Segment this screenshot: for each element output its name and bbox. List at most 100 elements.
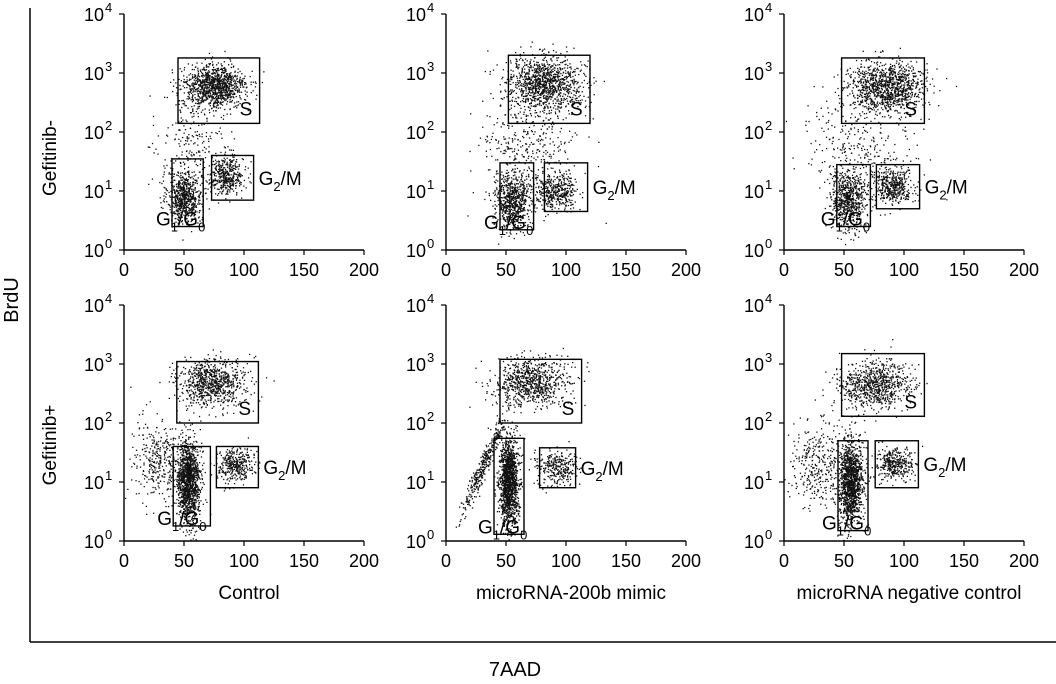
event-dot bbox=[542, 199, 544, 201]
event-dot bbox=[205, 69, 208, 71]
event-dot bbox=[539, 201, 541, 203]
event-dot bbox=[173, 206, 175, 208]
event-dot bbox=[534, 112, 536, 114]
event-dot bbox=[522, 145, 524, 147]
event-dot bbox=[577, 86, 580, 88]
event-dot bbox=[547, 69, 549, 71]
event-dot bbox=[514, 84, 517, 86]
event-dot bbox=[223, 74, 226, 77]
event-dot bbox=[188, 98, 190, 100]
event-dot bbox=[546, 187, 548, 189]
event-dot bbox=[564, 207, 566, 209]
event-dot bbox=[229, 159, 231, 161]
event-dot bbox=[215, 162, 217, 164]
event-dot bbox=[507, 124, 509, 126]
event-dot bbox=[509, 206, 511, 208]
event-dot bbox=[207, 84, 209, 86]
event-dot bbox=[516, 65, 518, 68]
event-dot bbox=[214, 159, 217, 161]
event-dot bbox=[183, 193, 185, 195]
event-dot bbox=[170, 173, 172, 175]
event-dot bbox=[230, 85, 233, 87]
event-dot bbox=[197, 90, 199, 92]
event-dot bbox=[554, 170, 556, 172]
event-dot bbox=[194, 199, 196, 201]
event-dot bbox=[180, 207, 182, 209]
event-dot bbox=[182, 195, 184, 197]
event-dot bbox=[195, 102, 197, 104]
event-dot bbox=[223, 61, 225, 63]
event-dot bbox=[210, 137, 212, 140]
event-dot bbox=[263, 71, 265, 73]
event-dot bbox=[533, 99, 535, 102]
event-dot bbox=[526, 191, 528, 193]
event-dot bbox=[546, 181, 548, 183]
event-dot bbox=[557, 57, 560, 59]
event-dot bbox=[561, 176, 564, 178]
event-dot bbox=[213, 106, 215, 108]
event-dot bbox=[179, 216, 181, 219]
event-dot bbox=[186, 211, 189, 213]
event-dot bbox=[529, 209, 531, 211]
event-dot bbox=[226, 179, 228, 181]
event-dot bbox=[558, 201, 560, 203]
event-dot bbox=[564, 70, 567, 72]
event-dot bbox=[558, 145, 560, 147]
event-dot bbox=[205, 180, 207, 182]
event-dot bbox=[196, 191, 199, 193]
event-dot bbox=[535, 186, 537, 189]
event-dot bbox=[225, 180, 227, 182]
event-dot bbox=[554, 73, 556, 75]
event-dot bbox=[226, 82, 229, 84]
event-dot bbox=[528, 176, 530, 178]
event-dot bbox=[557, 79, 560, 81]
event-dot bbox=[523, 129, 525, 131]
event-dot bbox=[195, 174, 197, 176]
event-dot bbox=[183, 202, 185, 204]
event-dot bbox=[172, 189, 175, 191]
event-dot bbox=[225, 193, 227, 195]
event-dot bbox=[205, 79, 208, 81]
event-dot bbox=[227, 172, 229, 174]
event-dot bbox=[180, 196, 182, 198]
event-dot bbox=[560, 52, 562, 55]
event-dot bbox=[221, 137, 223, 139]
event-dot bbox=[221, 179, 223, 181]
event-dot bbox=[186, 214, 188, 216]
event-dot bbox=[191, 188, 193, 190]
event-dot bbox=[552, 100, 554, 102]
event-dot bbox=[530, 86, 532, 88]
event-dot bbox=[183, 67, 186, 69]
event-dot bbox=[512, 82, 514, 84]
event-dot bbox=[209, 182, 211, 184]
event-dot bbox=[207, 73, 210, 75]
event-dot bbox=[224, 159, 226, 161]
event-dot bbox=[177, 175, 179, 177]
event-dot bbox=[552, 71, 554, 73]
event-dot bbox=[593, 77, 595, 79]
event-dot bbox=[239, 76, 241, 79]
event-dot bbox=[584, 106, 586, 109]
event-dot bbox=[538, 88, 541, 91]
event-dot bbox=[178, 182, 181, 184]
event-dot bbox=[514, 171, 516, 173]
event-dot bbox=[543, 63, 545, 65]
event-dot bbox=[519, 104, 521, 107]
event-dot bbox=[179, 204, 181, 206]
event-dot bbox=[547, 189, 549, 192]
event-dot bbox=[178, 222, 180, 224]
event-dot bbox=[198, 79, 201, 81]
event-dot bbox=[519, 199, 521, 201]
event-dot bbox=[234, 81, 236, 83]
event-dot bbox=[512, 175, 515, 177]
event-dot bbox=[184, 129, 187, 131]
event-dot bbox=[535, 105, 537, 107]
event-dot bbox=[213, 104, 215, 106]
event-dot bbox=[215, 193, 217, 195]
event-dot bbox=[192, 213, 194, 215]
event-dot bbox=[183, 196, 185, 198]
event-dot bbox=[229, 183, 231, 185]
event-dot bbox=[563, 183, 565, 186]
event-dot bbox=[529, 66, 531, 69]
event-dot bbox=[198, 124, 200, 127]
